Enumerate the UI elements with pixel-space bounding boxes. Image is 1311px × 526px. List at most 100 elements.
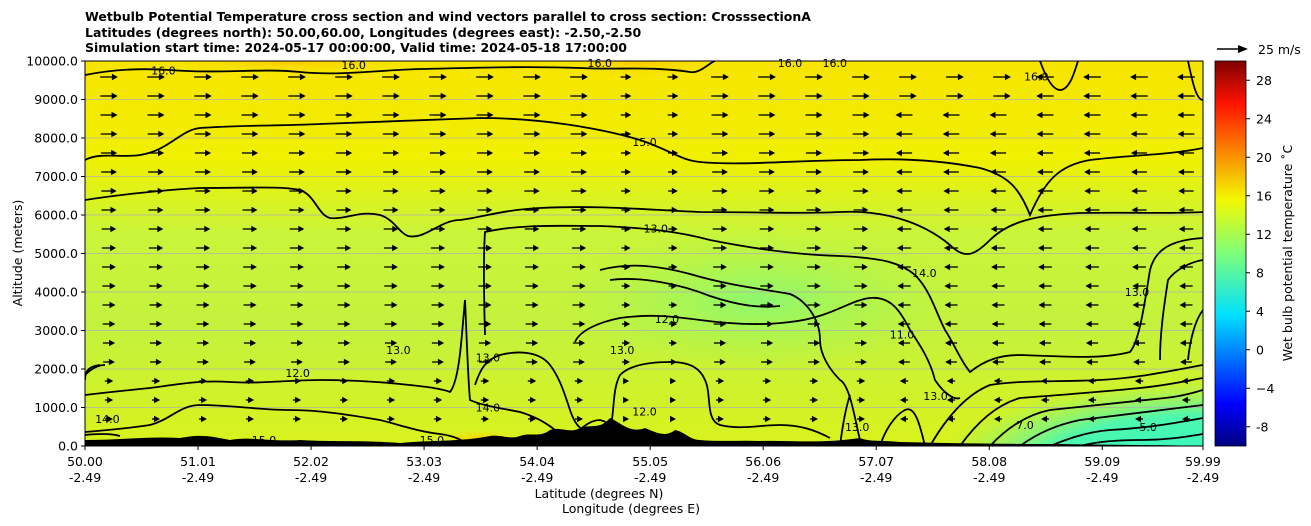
wind-vector-head — [251, 244, 258, 252]
x-tick-label-lon: -2.49 — [69, 470, 101, 485]
wind-vector-head — [1085, 339, 1092, 347]
contour-cold-3 — [989, 389, 1203, 446]
wind-vector-head — [991, 263, 998, 271]
wind-vector-head — [719, 358, 726, 366]
wind-vector-head — [250, 339, 257, 347]
wind-vector-head — [863, 92, 870, 100]
wind-vector-head — [624, 225, 631, 233]
wind-vector-head — [1132, 263, 1139, 271]
wind-vector-head — [156, 301, 163, 309]
wind-vector-head — [534, 149, 541, 157]
wind-vector-head — [438, 282, 445, 290]
wind-vector-head — [109, 282, 116, 290]
wind-vector-head — [768, 187, 775, 195]
wind-vector-head — [813, 358, 820, 366]
wind-vector-head — [1036, 111, 1043, 119]
wind-vector-head — [942, 130, 949, 138]
wind-vector-head — [577, 396, 584, 404]
y-tick-label: 10000.0 — [26, 54, 78, 69]
y-tick-label: 3000.0 — [34, 323, 78, 338]
wind-vector-head — [671, 282, 678, 290]
temperature-fill — [85, 61, 1203, 446]
wind-vector-head — [1038, 320, 1045, 328]
wind-vector-head — [486, 206, 493, 214]
wind-vector-head — [896, 244, 903, 252]
wind-vector-head — [157, 206, 164, 214]
wind-vector-head — [863, 111, 870, 119]
wind-vector-head — [1177, 111, 1184, 119]
wind-vector-head — [671, 206, 678, 214]
wind-vector-head — [943, 168, 950, 176]
wind-vector-head — [439, 244, 446, 252]
wind-vector-head — [251, 225, 258, 233]
wind-vector-head — [1131, 206, 1138, 214]
wind-vector-head — [1133, 358, 1140, 366]
wind-vector-head — [671, 339, 678, 347]
y-tick-label: 9000.0 — [34, 92, 78, 107]
wind-vector-head — [990, 168, 997, 176]
wind-vector-head — [722, 92, 729, 100]
wind-vector-head — [483, 396, 490, 404]
wind-vector-head — [1087, 377, 1094, 385]
wind-vector-head — [247, 415, 254, 423]
wind-vector-head — [579, 320, 586, 328]
wind-vector-head — [342, 377, 349, 385]
y-axis: 0.0 1000.0 2000.0 3000.0 4000.0 5000.0 6000.0 7… — [26, 54, 85, 454]
wind-vector-head — [945, 358, 952, 366]
wind-vector-head — [895, 149, 902, 157]
wind-vector-head — [1040, 396, 1047, 404]
contour-lines — [85, 61, 1203, 446]
wind-vector-head — [581, 130, 588, 138]
wind-vector-head — [487, 73, 494, 81]
wind-vector-head — [1181, 396, 1188, 404]
wind-vector-head — [989, 111, 996, 119]
wind-vector-head — [1131, 168, 1138, 176]
wind-vector-head — [203, 339, 210, 347]
wind-vector-head — [769, 73, 776, 81]
contour-near-ground-2 — [879, 408, 926, 446]
wind-vector-head — [896, 225, 903, 233]
wind-vector-head — [895, 111, 902, 119]
wind-vector-head — [859, 377, 866, 385]
wind-vector-head — [203, 263, 210, 271]
wind-vector-head — [201, 377, 208, 385]
wind-vector-head — [625, 130, 632, 138]
wind-vector-head — [440, 73, 447, 81]
wind-vector-head — [533, 225, 540, 233]
wind-vector-head — [720, 339, 727, 347]
wind-vector-head — [154, 377, 161, 385]
wind-vector-head — [910, 92, 917, 100]
wind-vector-head — [1085, 263, 1092, 271]
wind-vector-head — [1038, 301, 1045, 309]
wind-vector-head — [532, 301, 539, 309]
contour-cold-4 — [1019, 404, 1203, 446]
wind-vector-head — [205, 130, 212, 138]
wind-vector-head — [897, 339, 904, 347]
contour-label: 16.0 — [778, 57, 803, 70]
wind-vector-head — [1130, 92, 1137, 100]
wind-vector-head — [297, 282, 304, 290]
wind-vector-head — [1179, 282, 1186, 290]
wind-vector-head — [530, 396, 537, 404]
wind-vector-head — [203, 282, 210, 290]
contour-label: 16.0 — [151, 65, 176, 78]
contour-15-lower — [85, 404, 471, 446]
wind-vector-head — [944, 320, 951, 328]
wind-vector-head — [154, 396, 161, 404]
wind-vector-head — [487, 111, 494, 119]
wind-vector-head — [814, 320, 821, 328]
wind-vector-head — [1039, 358, 1046, 366]
wind-vector-head — [1037, 225, 1044, 233]
wind-vector-head — [391, 339, 398, 347]
wind-vector-head — [1084, 225, 1091, 233]
wind-vector-head — [436, 396, 443, 404]
wind-vector-head — [204, 206, 211, 214]
wind-vector-head — [1036, 73, 1043, 81]
wind-vector-head — [577, 377, 584, 385]
wind-vector-head — [993, 377, 1000, 385]
wind-vector-head — [943, 187, 950, 195]
wind-vector-head — [1037, 187, 1044, 195]
wind-vector-head — [722, 149, 729, 157]
wind-vector-head — [346, 111, 353, 119]
wind-vector-head — [721, 187, 728, 195]
